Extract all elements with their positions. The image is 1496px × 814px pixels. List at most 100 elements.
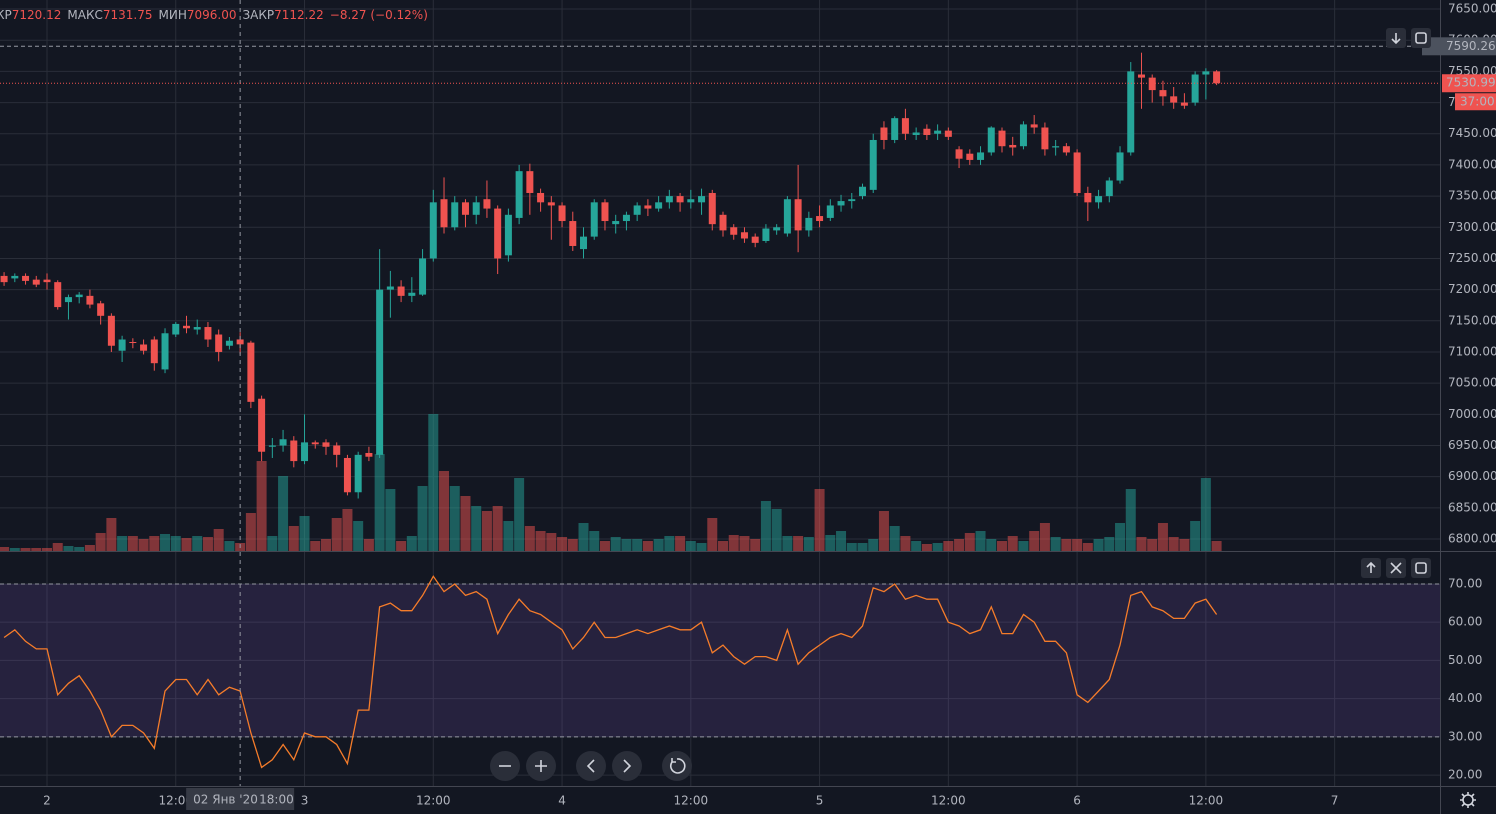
scroll-left-button[interactable]	[576, 751, 606, 781]
volume-bar	[1093, 539, 1104, 551]
candle-body	[826, 205, 834, 218]
candle-body	[934, 130, 942, 134]
volume-bar	[514, 478, 525, 551]
volume-bar	[160, 534, 171, 551]
navigation-buttons	[490, 751, 692, 781]
x-tick-label: 5	[816, 794, 824, 808]
scroll-right-button[interactable]	[612, 751, 642, 781]
volume-bar	[1007, 536, 1018, 551]
volume-bar	[728, 535, 739, 551]
rsi-tick-label: 50.00	[1448, 653, 1482, 667]
candle-body	[1095, 196, 1103, 203]
icon	[623, 759, 632, 773]
candle-body	[354, 454, 362, 493]
y-tick-label: 6800.00	[1448, 532, 1496, 546]
volume-bar	[149, 536, 160, 551]
candle-body	[901, 118, 909, 134]
volume-bar	[836, 531, 847, 551]
rsi-tick-label: 40.00	[1448, 691, 1482, 705]
reset-button[interactable]	[662, 751, 692, 781]
volume-bar	[846, 543, 857, 551]
volume-bar	[396, 541, 407, 551]
volume-bar	[632, 539, 643, 551]
settings-button[interactable]	[1460, 792, 1476, 808]
candle-body	[633, 205, 641, 215]
candle-body	[11, 275, 19, 279]
candle-body	[762, 228, 770, 241]
candle-body	[708, 192, 716, 225]
volume-bar	[1039, 523, 1050, 551]
candle-body	[687, 199, 695, 203]
candle-body	[698, 196, 706, 203]
candle-body	[837, 201, 845, 206]
candle-body	[451, 202, 459, 228]
candle-body	[590, 202, 598, 237]
volume-bar	[417, 486, 428, 551]
candle-body	[1030, 124, 1038, 128]
candle-body	[268, 445, 276, 447]
candle-body	[483, 199, 491, 209]
volume-bar	[868, 539, 879, 551]
candle-body	[322, 442, 330, 447]
volume-bar	[503, 521, 514, 551]
icon	[1391, 33, 1401, 45]
candle-body	[966, 153, 974, 160]
candle-body	[676, 196, 684, 203]
candle-body	[97, 303, 105, 316]
volume-bar	[1157, 523, 1168, 551]
volume-bar	[202, 537, 213, 551]
candle-body	[998, 130, 1006, 147]
y-tick-label: 7100.00	[1448, 344, 1496, 358]
candle-body	[612, 221, 620, 225]
candle-body	[1180, 102, 1188, 106]
candle-body	[386, 286, 394, 290]
volume-bar	[363, 539, 374, 551]
volume-bar	[878, 511, 889, 551]
maximize-button[interactable]	[1411, 28, 1431, 48]
x-tick-label: 6	[1073, 794, 1081, 808]
crosshair-label-bg	[186, 788, 295, 810]
volume-bar	[331, 518, 342, 551]
volume-bar	[707, 518, 718, 551]
volume-bar	[524, 526, 535, 551]
candle-body	[193, 327, 201, 330]
volume-bar	[546, 533, 557, 551]
volume-bar	[825, 535, 836, 551]
candle-body	[150, 339, 158, 364]
countdown-bg	[1455, 93, 1496, 111]
candle-body	[858, 186, 866, 197]
candle-body	[740, 232, 748, 239]
candle-body	[311, 442, 319, 445]
candle-body	[944, 130, 952, 137]
volume-bar	[664, 536, 675, 551]
volume-bar	[1179, 539, 1190, 551]
candle-body	[258, 398, 266, 452]
candle-body	[1159, 90, 1167, 97]
candle-body	[172, 323, 180, 335]
volume-bar	[1018, 541, 1029, 551]
x-tick-label: 12:00	[416, 794, 451, 808]
rsi-band	[0, 583, 1440, 737]
volume-bar	[353, 521, 364, 551]
candle-body	[1041, 127, 1049, 150]
volume-bar	[718, 541, 729, 551]
candle-body	[440, 199, 448, 228]
volume-bar	[943, 541, 954, 551]
volume-bar	[1104, 537, 1115, 551]
maximize-pane-button[interactable]	[1411, 558, 1431, 578]
volume-bar	[675, 536, 686, 551]
volume-bar	[0, 547, 10, 551]
volume-bar	[1190, 521, 1201, 551]
volume-bar	[320, 539, 331, 551]
volume-bar	[1211, 541, 1222, 551]
candle-body	[1052, 146, 1060, 148]
candle-body	[869, 139, 877, 190]
y-tick-label: 7150.00	[1448, 313, 1496, 327]
countdown: 37:00	[1460, 95, 1495, 109]
volume-bar	[739, 536, 750, 551]
volume-bar	[288, 526, 299, 551]
x-tick-label: 12:00	[1189, 794, 1224, 808]
candle-body	[64, 297, 72, 303]
candle-body	[912, 132, 920, 135]
